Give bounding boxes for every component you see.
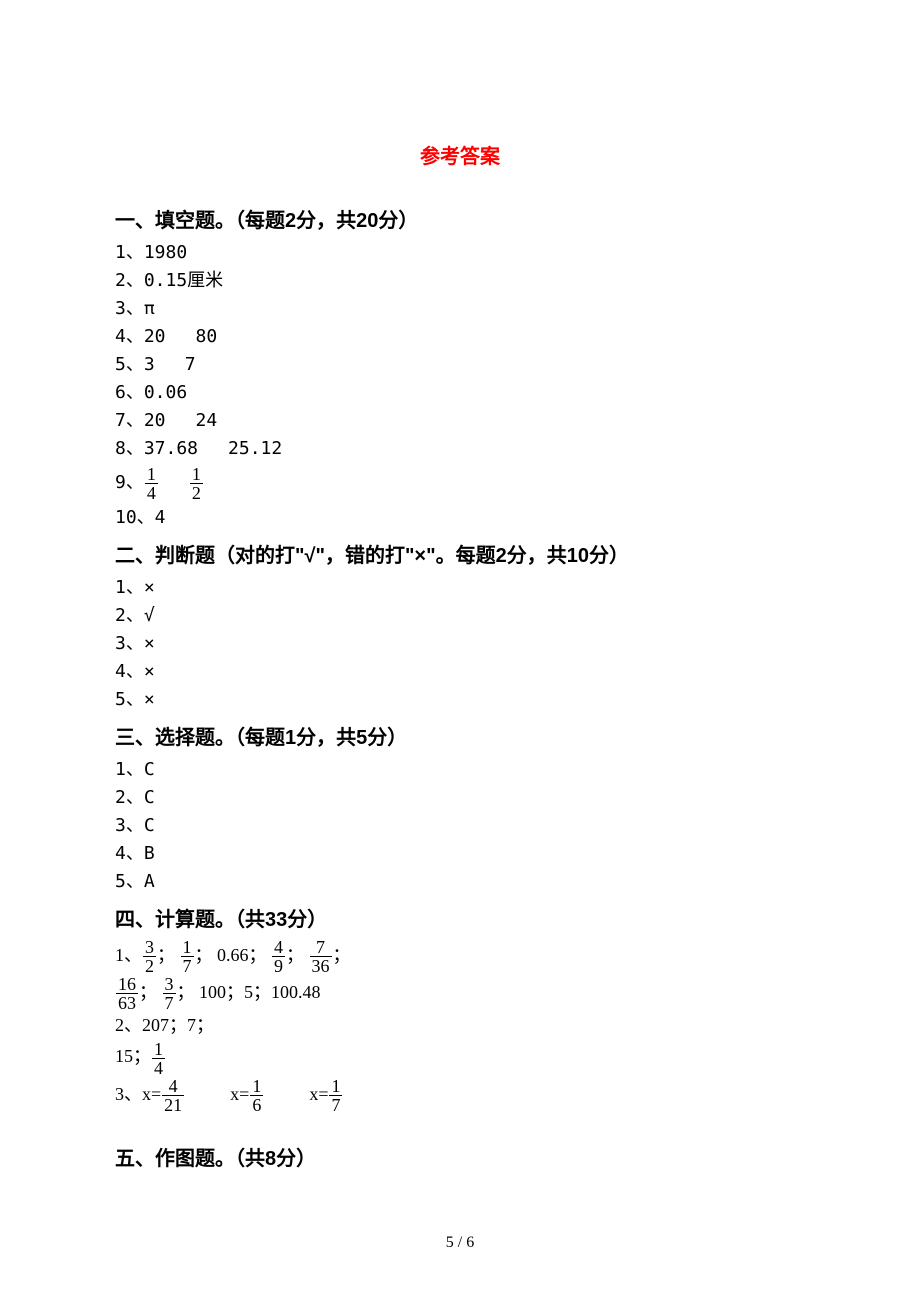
denominator: 4 xyxy=(152,1059,165,1077)
answer-line: 4、× xyxy=(115,658,805,685)
section-2-header: 二、判断题（对的打"√"，错的打"×"。每题2分，共10分） xyxy=(115,539,805,568)
section-4-header: 四、计算题。（共33分） xyxy=(115,903,805,932)
separator: ； xyxy=(157,945,175,965)
answer-line: 4、B xyxy=(115,840,805,867)
denominator: 7 xyxy=(163,994,176,1012)
fraction: 16 xyxy=(250,1077,263,1114)
section-4-answers: 1、32； 17； 0.66； 49； 736； 1663； 37； 100；5… xyxy=(115,938,805,1115)
answer-text: 24 xyxy=(196,410,218,431)
denominator: 36 xyxy=(310,957,332,975)
fraction: 37 xyxy=(163,975,176,1012)
section-3-answers: 1、C 2、C 3、C 4、B 5、A xyxy=(115,756,805,895)
separator: ； xyxy=(333,945,351,965)
answer-text: 3、x= xyxy=(115,1084,161,1104)
answer-text: x= xyxy=(230,1084,249,1104)
answer-line: 7、20 24 xyxy=(115,407,805,434)
answer-line: 3、× xyxy=(115,630,805,657)
document-title: 参考答案 xyxy=(115,140,805,169)
separator: ； xyxy=(139,982,157,1002)
fraction: 421 xyxy=(162,1077,184,1114)
answer-line: 1、× xyxy=(115,574,805,601)
answer-line: 3、C xyxy=(115,812,805,839)
answer-line: 3、x=421x=16x=17 xyxy=(115,1077,805,1114)
denominator: 7 xyxy=(181,957,194,975)
answer-line: 6、0.06 xyxy=(115,379,805,406)
answer-text: 1、 xyxy=(115,945,142,965)
numerator: 1 xyxy=(152,1040,165,1059)
answer-line: 5、A xyxy=(115,868,805,895)
answer-line: 1663； 37； 100；5；100.48 xyxy=(115,975,805,1012)
denominator: 6 xyxy=(250,1096,263,1114)
denominator: 2 xyxy=(143,957,156,975)
answer-line: 9、1412 xyxy=(115,463,805,503)
answer-line: 1、32； 17； 0.66； 49； 736； xyxy=(115,938,805,975)
answer-text: 9、 xyxy=(115,472,144,493)
answer-line: 3、π xyxy=(115,295,805,322)
answer-line: 5、3 7 xyxy=(115,351,805,378)
separator: ； xyxy=(177,982,195,1002)
fraction: 49 xyxy=(272,938,285,975)
answer-line: 8、37.68 25.12 xyxy=(115,435,805,462)
fraction: 1663 xyxy=(116,975,138,1012)
denominator: 9 xyxy=(272,957,285,975)
answer-text: 5、3 xyxy=(115,354,155,375)
numerator: 3 xyxy=(163,975,176,994)
answer-text: 80 xyxy=(196,326,218,347)
numerator: 1 xyxy=(181,938,194,957)
answer-text: 7 xyxy=(185,354,196,375)
section-2-answers: 1、× 2、√ 3、× 4、× 5、× xyxy=(115,574,805,713)
numerator: 1 xyxy=(329,1077,342,1096)
fraction: 12 xyxy=(190,465,203,502)
section-5-header: 五、作图题。（共8分） xyxy=(115,1142,805,1171)
numerator: 4 xyxy=(272,938,285,957)
separator: ； xyxy=(195,945,213,965)
answer-line: 2、0.15厘米 xyxy=(115,267,805,294)
numerator: 1 xyxy=(250,1077,263,1096)
numerator: 4 xyxy=(162,1077,184,1096)
fraction: 14 xyxy=(152,1040,165,1077)
answer-line: 2、√ xyxy=(115,602,805,629)
numerator: 1 xyxy=(190,465,203,484)
answer-text: 0.66 xyxy=(217,945,249,965)
answer-line: 1、C xyxy=(115,756,805,783)
denominator: 63 xyxy=(116,994,138,1012)
answer-text: 8、37.68 xyxy=(115,438,198,459)
answer-text: 4、20 xyxy=(115,326,166,347)
numerator: 16 xyxy=(116,975,138,994)
fraction: 17 xyxy=(181,938,194,975)
page-number: 5 / 6 xyxy=(0,1234,920,1252)
answer-line: 10、4 xyxy=(115,504,805,531)
section-1-header: 一、填空题。（每题2分，共20分） xyxy=(115,204,805,233)
fraction: 32 xyxy=(143,938,156,975)
answer-text: 7、20 xyxy=(115,410,166,431)
denominator: 7 xyxy=(329,1096,342,1114)
answer-line: 4、20 80 xyxy=(115,323,805,350)
numerator: 1 xyxy=(145,465,158,484)
answer-line: 2、207；7； xyxy=(115,1012,805,1039)
separator: ； xyxy=(249,945,267,965)
denominator: 4 xyxy=(145,484,158,502)
section-3-header: 三、选择题。（每题1分，共5分） xyxy=(115,721,805,750)
numerator: 3 xyxy=(143,938,156,957)
answer-line: 5、× xyxy=(115,686,805,713)
section-1-answers: 1、1980 2、0.15厘米 3、π 4、20 80 5、3 7 6、0.06 7… xyxy=(115,239,805,531)
answer-text: 100；5；100.48 xyxy=(199,982,321,1002)
fraction: 17 xyxy=(329,1077,342,1114)
answer-text: x= xyxy=(309,1084,328,1104)
answer-line: 2、C xyxy=(115,784,805,811)
denominator: 21 xyxy=(162,1096,184,1114)
denominator: 2 xyxy=(190,484,203,502)
separator: ； xyxy=(286,945,304,965)
answer-text: 25.12 xyxy=(228,438,282,459)
fraction: 736 xyxy=(310,938,332,975)
answer-line: 15；14 xyxy=(115,1039,805,1076)
answer-line: 1、1980 xyxy=(115,239,805,266)
answer-text: 15； xyxy=(115,1046,151,1066)
numerator: 7 xyxy=(310,938,332,957)
fraction: 14 xyxy=(145,465,158,502)
